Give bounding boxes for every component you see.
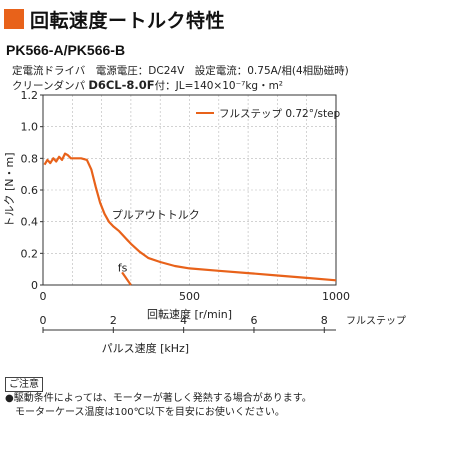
note-label: ご注意 bbox=[5, 377, 43, 392]
y-tick-label: 0.4 bbox=[21, 216, 39, 229]
conditions-inertia: 付：JL=140×10⁻⁷kg・m² bbox=[154, 80, 284, 92]
x-axis-label: 回転速度 [r/min] bbox=[147, 307, 232, 321]
pulse-tick-label: 2 bbox=[110, 314, 117, 327]
y-tick-label: 0 bbox=[31, 279, 38, 292]
fs-label: fs bbox=[118, 262, 128, 275]
conditions-line-2: クリーンダンパ D6CL-8.0F付：JL=140×10⁻⁷kg・m² bbox=[12, 78, 349, 93]
model-number: PK566-A/PK566-B bbox=[6, 42, 126, 58]
conditions-line-1: 定電流ドライバ 電源電圧：DC24V 設定電流：0.75A/相(4相励磁時) bbox=[12, 65, 349, 77]
y-axis-label: トルク [N・m] bbox=[3, 152, 16, 227]
y-tick-label: 0.2 bbox=[21, 247, 39, 260]
y-tick-label: 1.0 bbox=[21, 121, 39, 134]
page-title: 回転速度ートルク特性 bbox=[30, 9, 226, 32]
pullout-torque-curve bbox=[43, 152, 337, 282]
title-marker bbox=[4, 9, 24, 29]
y-tick-label: 0.8 bbox=[21, 152, 39, 165]
pulse-axis-label: パルス速度 [kHz] bbox=[102, 341, 190, 355]
note-text: ●駆動条件によっては、モーターが著しく発熱する場合があります。 モーターケース温… bbox=[5, 392, 312, 420]
conditions-damper-prefix: クリーンダンパ bbox=[12, 80, 89, 92]
y-tick-label: 0.6 bbox=[21, 184, 39, 197]
note-line-1: ●駆動条件によっては、モーターが著しく発熱する場合があります。 bbox=[5, 393, 312, 404]
pulse-tick-label: 0 bbox=[40, 314, 47, 327]
x-tick-label: 1000 bbox=[322, 290, 350, 303]
pulse-tick-label: 8 bbox=[321, 314, 328, 327]
pulse-tick-label: 6 bbox=[250, 314, 257, 327]
x-tick-label: 500 bbox=[179, 290, 200, 303]
x-tick-label: 0 bbox=[40, 290, 47, 303]
fs-curve bbox=[121, 271, 132, 286]
conditions-damper-model: D6CL-8.0F bbox=[88, 78, 155, 92]
pullout-torque-label: プルアウトトルク bbox=[112, 209, 200, 222]
legend-label: フルステップ 0.72°/step bbox=[219, 108, 341, 120]
y-tick-label: 1.2 bbox=[21, 89, 39, 102]
test-conditions: 定電流ドライバ 電源電圧：DC24V 設定電流：0.75A/相(4相励磁時) ク… bbox=[12, 64, 349, 93]
note-line-2: モーターケース温度は100℃以下を目安にお使いください。 bbox=[15, 407, 285, 418]
title-bar: 回転速度ートルク特性 bbox=[4, 6, 225, 32]
pulse-tick-label: 4 bbox=[180, 314, 187, 327]
pulse-axis-side-label: フルステップ bbox=[346, 315, 406, 327]
